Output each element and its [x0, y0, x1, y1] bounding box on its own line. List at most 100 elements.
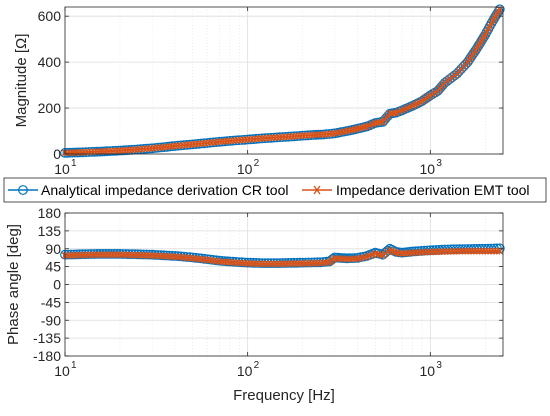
- data-point: [435, 248, 443, 256]
- x-tick-label: 10 2: [237, 360, 260, 379]
- data-point: [473, 247, 481, 255]
- data-point: [267, 260, 275, 268]
- data-point: [290, 260, 298, 268]
- data-point: [67, 251, 75, 259]
- data-point: [244, 259, 252, 267]
- data-point: [125, 251, 133, 259]
- legend-item-emt-tool: Impedance derivation EMT tool: [302, 182, 530, 198]
- data-point: [119, 251, 127, 259]
- data-point: [279, 133, 287, 141]
- data-point: [113, 251, 121, 259]
- data-point: [145, 145, 153, 152]
- axes-box: [64, 6, 504, 155]
- data-point: [346, 255, 354, 263]
- data-point: [93, 251, 101, 259]
- y-tick-label: 600: [38, 8, 62, 24]
- data-point: [101, 147, 109, 155]
- data-point: [376, 118, 384, 126]
- data-point: [73, 149, 81, 156]
- data-point: [273, 260, 281, 268]
- data-point: [494, 243, 505, 254]
- data-point: [438, 248, 446, 256]
- data-point: [128, 146, 136, 154]
- data-point: [90, 251, 98, 259]
- legend-label-cr-tool: Analytical impedance derivation CR tool: [41, 182, 288, 198]
- data-point: [123, 146, 130, 154]
- data-point: [296, 260, 304, 267]
- data-point: [249, 260, 257, 268]
- data-point: [386, 246, 394, 254]
- legend-label-emt-tool: Impedance derivation EMT tool: [336, 182, 530, 198]
- data-point: [293, 132, 301, 140]
- data-point: [143, 145, 151, 153]
- data-point: [247, 260, 255, 267]
- data-point: [258, 260, 266, 268]
- data-point: [441, 248, 449, 255]
- data-point: [134, 251, 142, 259]
- data-point: [490, 247, 498, 255]
- data-point: [117, 147, 125, 154]
- data-point: [115, 147, 123, 155]
- data-point: [313, 259, 321, 267]
- y-tick-label: 200: [38, 100, 62, 116]
- data-point: [148, 252, 156, 259]
- data-point: [361, 123, 369, 131]
- data-point: [464, 247, 472, 255]
- data-point: [456, 247, 463, 255]
- data-point: [308, 259, 315, 267]
- data-point: [112, 147, 120, 155]
- x-tick-exponent: 3: [436, 360, 442, 371]
- x-tick-label: 10 1: [54, 360, 77, 379]
- data-point: [168, 253, 176, 261]
- data-point: [64, 251, 72, 259]
- y-axis-label: Magnitude [Ω]: [13, 34, 30, 128]
- y-tick-label: 45: [45, 259, 61, 275]
- data-point: [284, 260, 292, 268]
- data-point: [287, 260, 295, 268]
- data-point: [252, 260, 260, 268]
- data-point: [264, 260, 272, 268]
- data-point: [261, 260, 269, 268]
- x-tick-base: 10: [237, 161, 253, 177]
- data-point: [154, 252, 162, 260]
- y-axis-label: Phase angle [deg]: [5, 224, 22, 345]
- x-tick-label: 10 1: [54, 158, 77, 177]
- y-tick-label: -90: [41, 312, 61, 328]
- data-point: [145, 251, 153, 259]
- data-point: [426, 248, 434, 256]
- data-point: [270, 260, 278, 268]
- data-point: [78, 251, 86, 259]
- y-tick-label: -180: [33, 348, 61, 364]
- data-point: [447, 247, 455, 255]
- data-point: [302, 259, 310, 267]
- x-tick-base: 10: [54, 161, 70, 177]
- data-point: [137, 251, 145, 259]
- grid: [64, 212, 503, 357]
- data-point: [125, 146, 133, 154]
- data-point: [276, 260, 284, 268]
- data-point: [301, 131, 309, 139]
- series-emt-tool: [61, 246, 504, 268]
- data-point: [341, 255, 349, 263]
- data-point: [293, 260, 301, 268]
- y-tick-label: 180: [38, 205, 62, 221]
- data-point: [290, 132, 298, 140]
- data-point: [343, 255, 351, 263]
- data-point: [70, 251, 78, 259]
- data-point: [140, 145, 148, 153]
- x-tick-exponent: 1: [71, 360, 77, 371]
- legend-marker-x-stroke: [313, 185, 321, 195]
- legend-marker-circle: [18, 185, 28, 195]
- data-point: [142, 251, 150, 259]
- data-point: [310, 259, 318, 267]
- y-tick-label: 0: [53, 277, 61, 293]
- legend-marker-x: [313, 185, 321, 195]
- x-tick-base: 10: [420, 161, 436, 177]
- data-point: [105, 251, 113, 259]
- data-point: [470, 247, 478, 255]
- data-point: [478, 247, 486, 255]
- data-point: [223, 137, 231, 145]
